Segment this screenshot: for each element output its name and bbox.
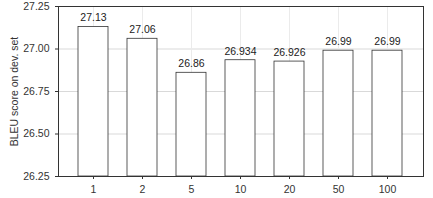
svg-text:BLEU score on dev. set: BLEU score on dev. set	[8, 37, 20, 147]
svg-text:26.75: 26.75	[23, 85, 49, 97]
svg-text:27.25: 27.25	[23, 0, 49, 12]
svg-text:20: 20	[284, 183, 296, 195]
svg-text:26.934: 26.934	[224, 45, 256, 57]
svg-text:26.50: 26.50	[23, 127, 49, 139]
svg-text:27.00: 27.00	[23, 42, 49, 54]
svg-text:5: 5	[189, 183, 195, 195]
svg-text:10: 10	[235, 183, 247, 195]
svg-text:1: 1	[91, 183, 97, 195]
svg-text:100: 100	[379, 183, 397, 195]
svg-text:26.25: 26.25	[23, 170, 49, 182]
svg-text:26.99: 26.99	[325, 35, 351, 47]
svg-text:26.926: 26.926	[273, 46, 305, 58]
svg-text:26.86: 26.86	[178, 57, 204, 69]
svg-text:27.06: 27.06	[129, 23, 155, 35]
svg-text:26.99: 26.99	[374, 35, 400, 47]
svg-text:27.13: 27.13	[80, 11, 106, 23]
svg-text:2: 2	[140, 183, 146, 195]
svg-text:50: 50	[333, 183, 345, 195]
